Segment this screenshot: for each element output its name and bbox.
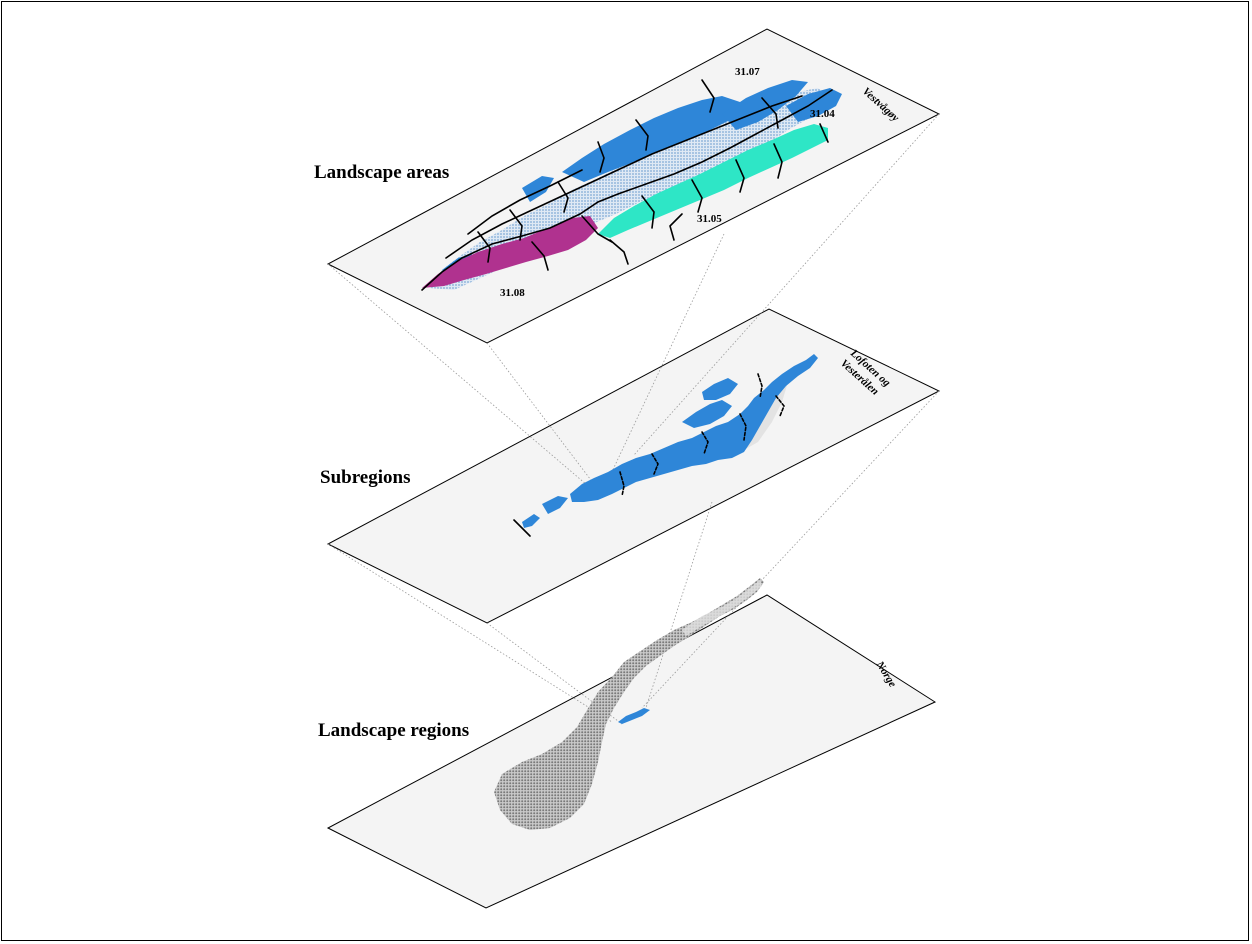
vestvagoy-map [421,79,842,291]
norway-map [494,578,764,830]
layer-label-landscape-areas: Landscape areas [314,162,449,183]
area-code-2: 31.04 [810,108,835,120]
lofoten-vesteralen-map [513,354,818,537]
projection-lines-upper [327,113,940,493]
area-code-3: 31.05 [697,213,722,225]
layer-label-landscape-regions: Landscape regions [318,720,469,741]
area-code-1: 31.07 [735,66,760,78]
area-code-4: 31.08 [500,287,525,299]
plane-landscape-regions [326,594,937,909]
layer-label-subregions: Subregions [320,467,410,488]
